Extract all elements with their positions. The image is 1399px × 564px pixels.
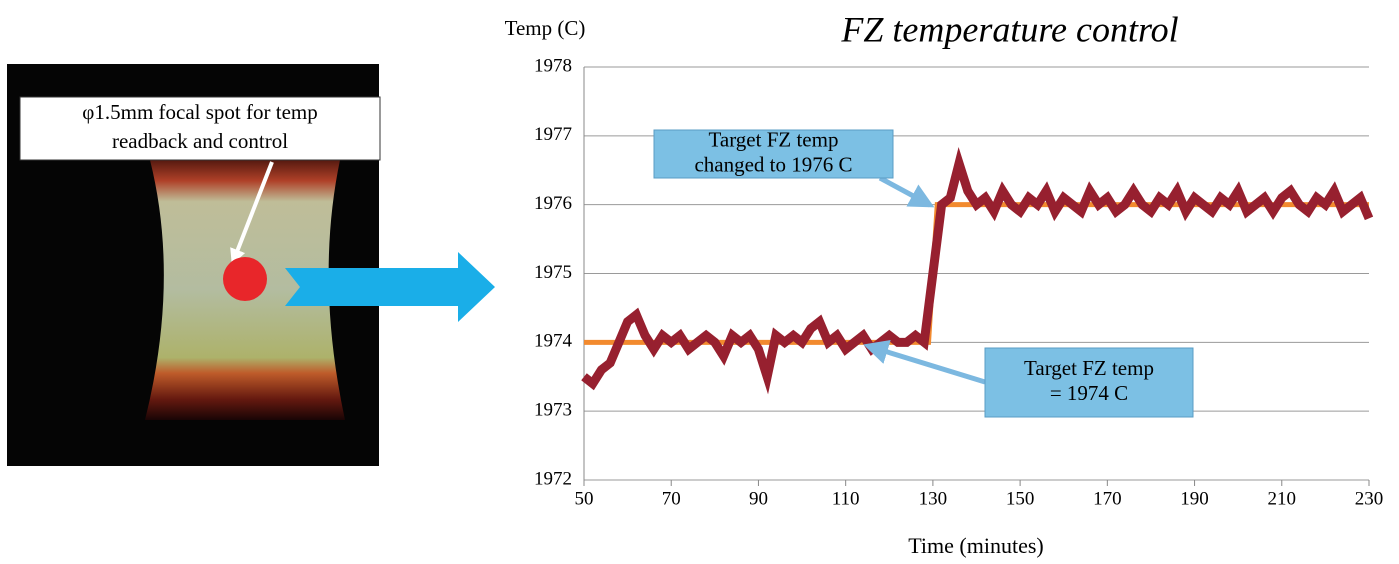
x-tick-label: 70 [662,488,681,509]
x-tick-label: 230 [1355,488,1384,509]
y-tick-label: 1974 [534,331,573,352]
y-tick-label: 1978 [534,55,572,76]
x-tick-label: 90 [749,488,768,509]
annotation-box [984,347,1194,418]
y-axis-label: Temp (C) [505,16,586,40]
y-tick-label: 1972 [534,468,572,489]
y-tick-label: 1975 [534,262,572,283]
y-tick-label: 1973 [534,400,572,421]
annotation-text: Target FZ temp [1024,356,1154,380]
annotation-text: = 1974 C [1050,381,1128,405]
annotation-text: Target FZ temp [709,127,839,151]
x-tick-label: 210 [1268,488,1297,509]
x-tick-label: 190 [1180,488,1209,509]
y-tick-label: 1977 [534,124,572,145]
annotation-arrow [878,175,935,208]
x-tick-label: 150 [1006,488,1035,509]
x-tick-label: 130 [919,488,948,509]
annotation-arrow [863,339,986,385]
x-tick-label: 110 [832,488,860,509]
photo: φ1.5mm focal spot for temp readback and … [7,64,495,466]
x-tick-label: 50 [575,488,594,509]
x-axis-label: Time (minutes) [908,533,1043,558]
series-line [581,146,1374,395]
annotation-box [653,129,894,179]
photo-label: readback and control [112,129,288,153]
photo-label: φ1.5mm focal spot for temp [82,100,318,124]
annotation-text: changed to 1976 C [694,152,852,176]
x-tick-label: 170 [1093,488,1122,509]
y-tick-label: 1976 [534,193,572,214]
chart-title: FZ temperature control [840,9,1178,49]
